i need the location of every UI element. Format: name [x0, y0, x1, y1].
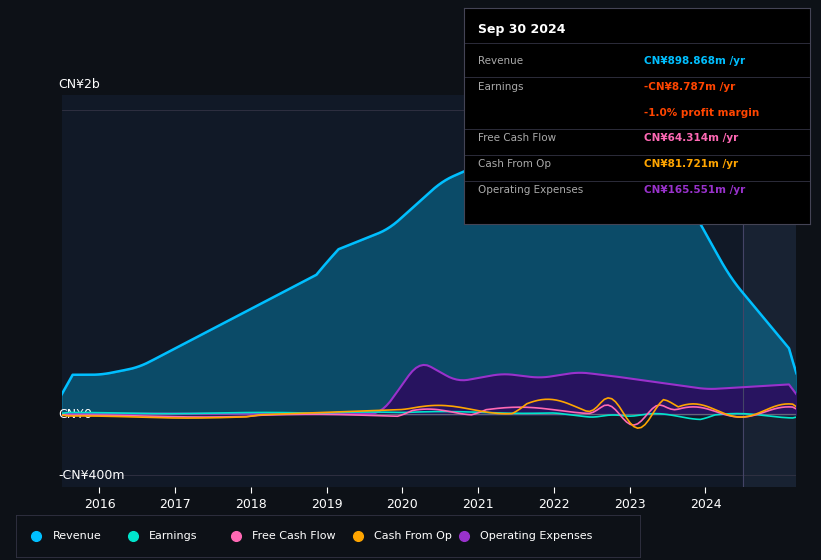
Text: Cash From Op: Cash From Op: [478, 159, 551, 169]
Text: CN¥81.721m /yr: CN¥81.721m /yr: [644, 159, 738, 169]
Text: CN¥2b: CN¥2b: [58, 78, 99, 91]
Text: CN¥165.551m /yr: CN¥165.551m /yr: [644, 185, 745, 195]
Bar: [743, 95, 796, 487]
Text: -CN¥400m: -CN¥400m: [58, 469, 125, 482]
Text: CN¥64.314m /yr: CN¥64.314m /yr: [644, 133, 738, 143]
Text: Cash From Op: Cash From Op: [374, 531, 452, 541]
Text: Operating Expenses: Operating Expenses: [480, 531, 593, 541]
Text: Earnings: Earnings: [149, 531, 198, 541]
Text: Sep 30 2024: Sep 30 2024: [478, 24, 565, 36]
Text: -CN¥8.787m /yr: -CN¥8.787m /yr: [644, 82, 736, 92]
Text: CN¥898.868m /yr: CN¥898.868m /yr: [644, 56, 745, 66]
Text: Revenue: Revenue: [53, 531, 101, 541]
Text: -1.0% profit margin: -1.0% profit margin: [644, 108, 759, 118]
Text: CN¥0: CN¥0: [58, 408, 92, 421]
Text: Revenue: Revenue: [478, 56, 523, 66]
Text: Earnings: Earnings: [478, 82, 523, 92]
Text: Free Cash Flow: Free Cash Flow: [252, 531, 336, 541]
Text: Operating Expenses: Operating Expenses: [478, 185, 583, 195]
Text: Free Cash Flow: Free Cash Flow: [478, 133, 556, 143]
